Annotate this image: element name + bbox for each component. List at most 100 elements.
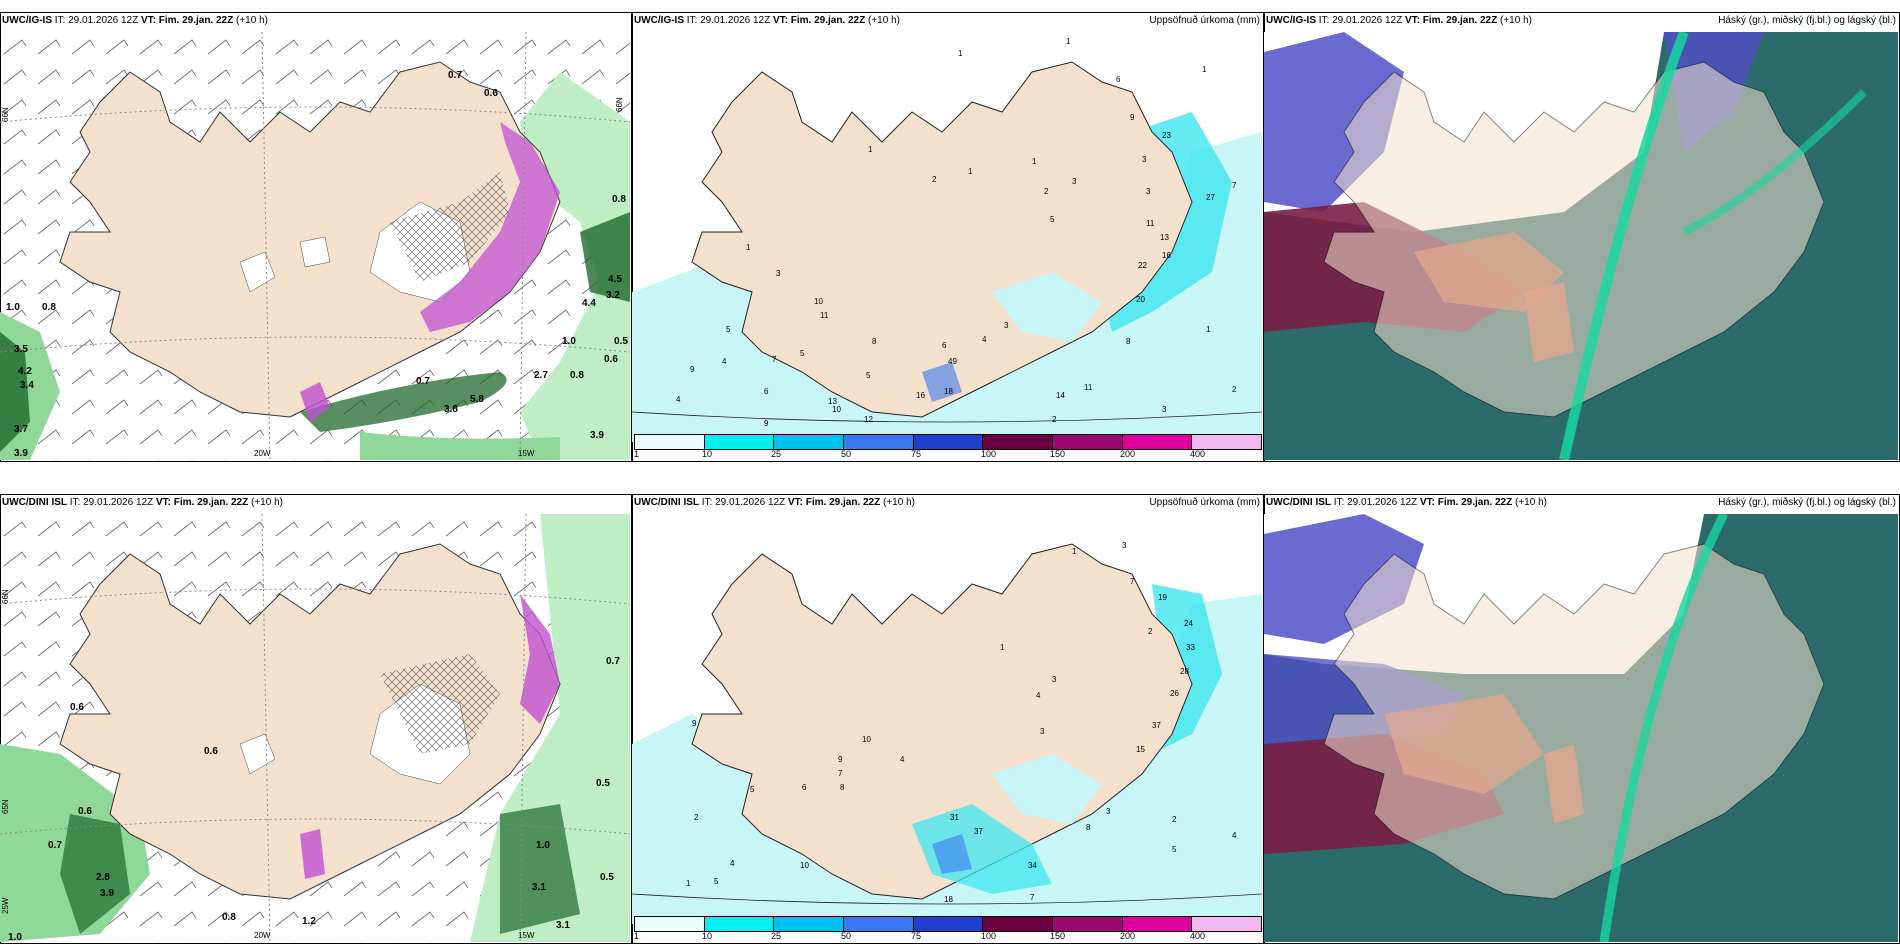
precip-value: 1 [968,167,973,176]
precip-value: 2 [1044,187,1049,196]
wind-value: 3.4 [20,380,34,391]
colorbar-tick: 1 [634,449,640,459]
cloud-map-panel-bottom: UWC/DINI ISL IT: 29.01.2026 12Z VT: Fim.… [1264,494,1900,944]
map-area: 66N 66N 20W 15W 0.7 0.6 1.0 0.8 3.5 4.2 … [0,32,632,462]
precip-value: 5 [1172,845,1177,854]
precip-value: 8 [872,337,877,346]
colorbar-tick: 1 [634,931,640,941]
precip-value: 49 [948,357,957,366]
colorbar-seg [983,917,1054,931]
it-label: IT: [69,497,81,508]
iceland-land [1323,61,1825,418]
precip-value: 5 [714,877,719,886]
axis-lat66-right: 66N [615,97,624,112]
wind-value: 0.5 [614,336,628,347]
precip-values-group: 3 1 7 19 2 24 33 28 26 37 15 9 1 3 4 10 … [686,541,1237,904]
precip-value: 16 [916,391,925,400]
wind-value: 0.8 [42,302,56,313]
precip-value: 2 [1232,385,1237,394]
model-name: UWC/DINI ISL [2,497,67,508]
wind-value: 3.1 [556,920,570,931]
precip-value: 8 [840,783,845,792]
colorbar-tick: 75 [911,931,922,941]
wind-value: 1.0 [6,302,20,313]
precip-value: 19 [1158,593,1167,602]
wind-value: 5.8 [470,394,484,405]
precip-value: 5 [866,371,871,380]
wind-value: 4.4 [582,298,596,309]
lead-time: (+10 h) [1515,497,1547,508]
precip-value: 4 [676,395,681,404]
lead-time: (+10 h) [251,497,283,508]
axis-lon20: 20W [254,449,271,458]
precip-value: 9 [1130,113,1135,122]
precip-value: 1 [1066,37,1071,46]
wind-jet-south [300,372,507,432]
precip-value: 6 [942,341,947,350]
precip-map-svg: 1 1 6 9 1 1 2 1 1 2 3 5 1 23 3 3 11 13 1… [632,37,1262,442]
snow-magenta-south [300,382,330,422]
cloud-title: Háský (gr.), miðský (fj.bl.) og lágský (… [1718,497,1896,508]
panel-header: UWC/IG-IS IT: 29.01.2026 12Z VT: Fim. 29… [2,15,268,26]
wind-value: 2.7 [534,370,548,381]
it-label: IT: [1333,497,1345,508]
precip-value: 10 [814,297,823,306]
cloud-edge-band [1559,32,1689,460]
colorbar-tick: 75 [911,449,922,459]
precip-value: 34 [1028,861,1037,870]
colorbar-tick: 200 [1120,931,1136,941]
colorbar [634,916,1262,932]
snow-magenta-east [420,122,560,332]
colorbar-seg [844,917,914,931]
precip-value: 1 [1032,157,1037,166]
panel-frame [632,12,1264,462]
wind-core-west [60,814,130,934]
wind-map-svg: 66N 66N 20W 15W 0.7 0.6 1.0 0.8 3.5 4.2 … [0,32,630,460]
precip-title: Uppsöfnuð úrkoma (mm) [1149,497,1260,508]
precip-value: 5 [750,785,755,794]
model-name: UWC/DINI ISL [634,497,699,508]
wind-value: 0.5 [600,872,614,883]
wind-value: 4.5 [608,274,622,285]
model-name: UWC/DINI ISL [1266,497,1331,508]
precip-value: 2 [1052,415,1057,424]
colorbar-tick: 100 [981,931,997,941]
precip-value: 18 [944,895,953,904]
panel-header: UWC/IG-IS IT: 29.01.2026 12Z VT: Fim. 29… [634,15,900,26]
colorbar-seg [983,435,1054,449]
colorbar-seg [1053,917,1123,931]
precip-map-svg: 3 1 7 19 2 24 33 28 26 37 15 9 1 3 4 10 … [632,541,1262,924]
precip-value: 13 [828,397,837,406]
axis-lon25: 25W [1,897,10,914]
precip-south-area [992,272,1102,342]
precip-value: 4 [722,357,727,366]
wind-value: 0.6 [78,806,92,817]
precip-value: 2 [1148,627,1153,636]
precip-value: 2 [1172,815,1177,824]
panel-header: UWC/DINI ISL IT: 29.01.2026 12Z VT: Fim.… [634,497,915,508]
precip-title: Uppsöfnuð úrkoma (mm) [1149,15,1260,26]
colorbar-tick: 10 [702,449,713,459]
panel-frame [632,494,1264,944]
precip-value: 10 [800,861,809,870]
precip-value: 6 [802,783,807,792]
precip-value: 3 [1040,727,1045,736]
gridline-lat65 [0,818,630,835]
iceland-land [1323,543,1825,900]
wind-area-south [360,432,560,460]
cloud-map-panel-top: UWC/IG-IS IT: 29.01.2026 12Z VT: Fim. 29… [1264,12,1900,462]
precip-value: 14 [1056,391,1065,400]
it-value: 29.01.2026 12Z [1347,497,1418,508]
colorbar-seg [1122,917,1193,931]
wind-value: 3.9 [14,448,28,459]
precip-value: 26 [1170,689,1179,698]
wind-value: 0.5 [596,778,610,789]
gridline-lon15 [519,32,527,460]
snow-magenta-east [520,594,560,724]
iceland-land [59,543,561,900]
axis-lat65: 65N [1,799,10,814]
precip-value: 3 [1004,321,1009,330]
precip-value: 5 [1050,215,1055,224]
it-label: IT: [701,497,713,508]
wind-value: 2.8 [96,872,110,883]
